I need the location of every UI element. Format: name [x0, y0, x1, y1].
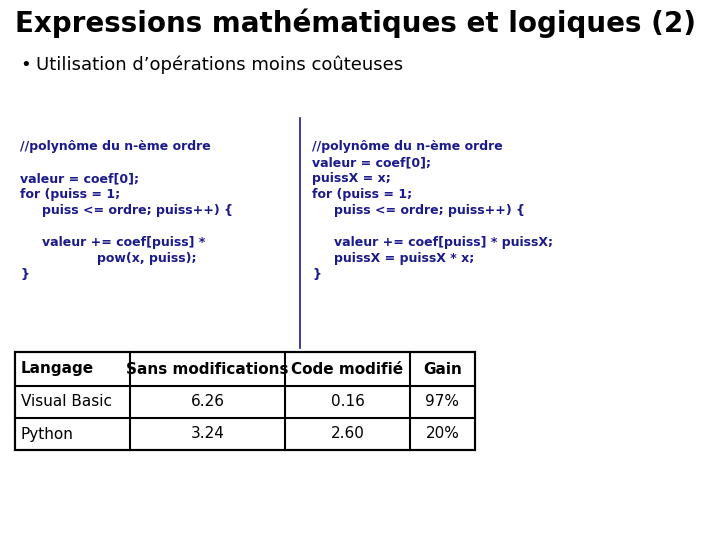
Text: puiss <= ordre; puiss++) {: puiss <= ordre; puiss++) { [42, 204, 233, 217]
Text: }: } [312, 268, 321, 281]
Text: Expressions mathématiques et logiques (2): Expressions mathématiques et logiques (2… [15, 8, 696, 37]
Text: valeur = coef[0];: valeur = coef[0]; [312, 156, 431, 169]
Text: valeur += coef[puiss] *: valeur += coef[puiss] * [42, 236, 205, 249]
Text: 3.24: 3.24 [191, 427, 225, 442]
Text: Sans modifications: Sans modifications [126, 361, 289, 376]
Text: Langage: Langage [21, 361, 94, 376]
Text: puiss <= ordre; puiss++) {: puiss <= ordre; puiss++) { [334, 204, 525, 217]
Text: puissX = x;: puissX = x; [312, 172, 391, 185]
Text: •: • [20, 56, 31, 74]
Text: 0.16: 0.16 [330, 395, 364, 409]
Text: Code modifié: Code modifié [292, 361, 404, 376]
Text: }: } [20, 268, 29, 281]
Text: //polynôme du n-ème ordre: //polynôme du n-ème ordre [312, 140, 503, 153]
Text: puissX = puissX * x;: puissX = puissX * x; [334, 252, 474, 265]
Text: //polynôme du n-ème ordre: //polynôme du n-ème ordre [20, 140, 211, 153]
Bar [15, 352, 475, 450]
Text: Utilisation d’opérations moins coûteuses: Utilisation d’opérations moins coûteuses [36, 56, 403, 75]
Text: for (puiss = 1;: for (puiss = 1; [312, 188, 412, 201]
Text: valeur = coef[0];: valeur = coef[0]; [20, 172, 139, 185]
Text: for (puiss = 1;: for (puiss = 1; [20, 188, 120, 201]
Text: 6.26: 6.26 [191, 395, 225, 409]
Text: pow(x, puiss);: pow(x, puiss); [97, 252, 197, 265]
Text: Visual Basic: Visual Basic [21, 395, 112, 409]
Text: valeur += coef[puiss] * puissX;: valeur += coef[puiss] * puissX; [334, 236, 553, 249]
Text: 2.60: 2.60 [330, 427, 364, 442]
Text: Gain: Gain [423, 361, 462, 376]
Text: 97%: 97% [426, 395, 459, 409]
Text: Python: Python [21, 427, 74, 442]
Text: 20%: 20% [426, 427, 459, 442]
